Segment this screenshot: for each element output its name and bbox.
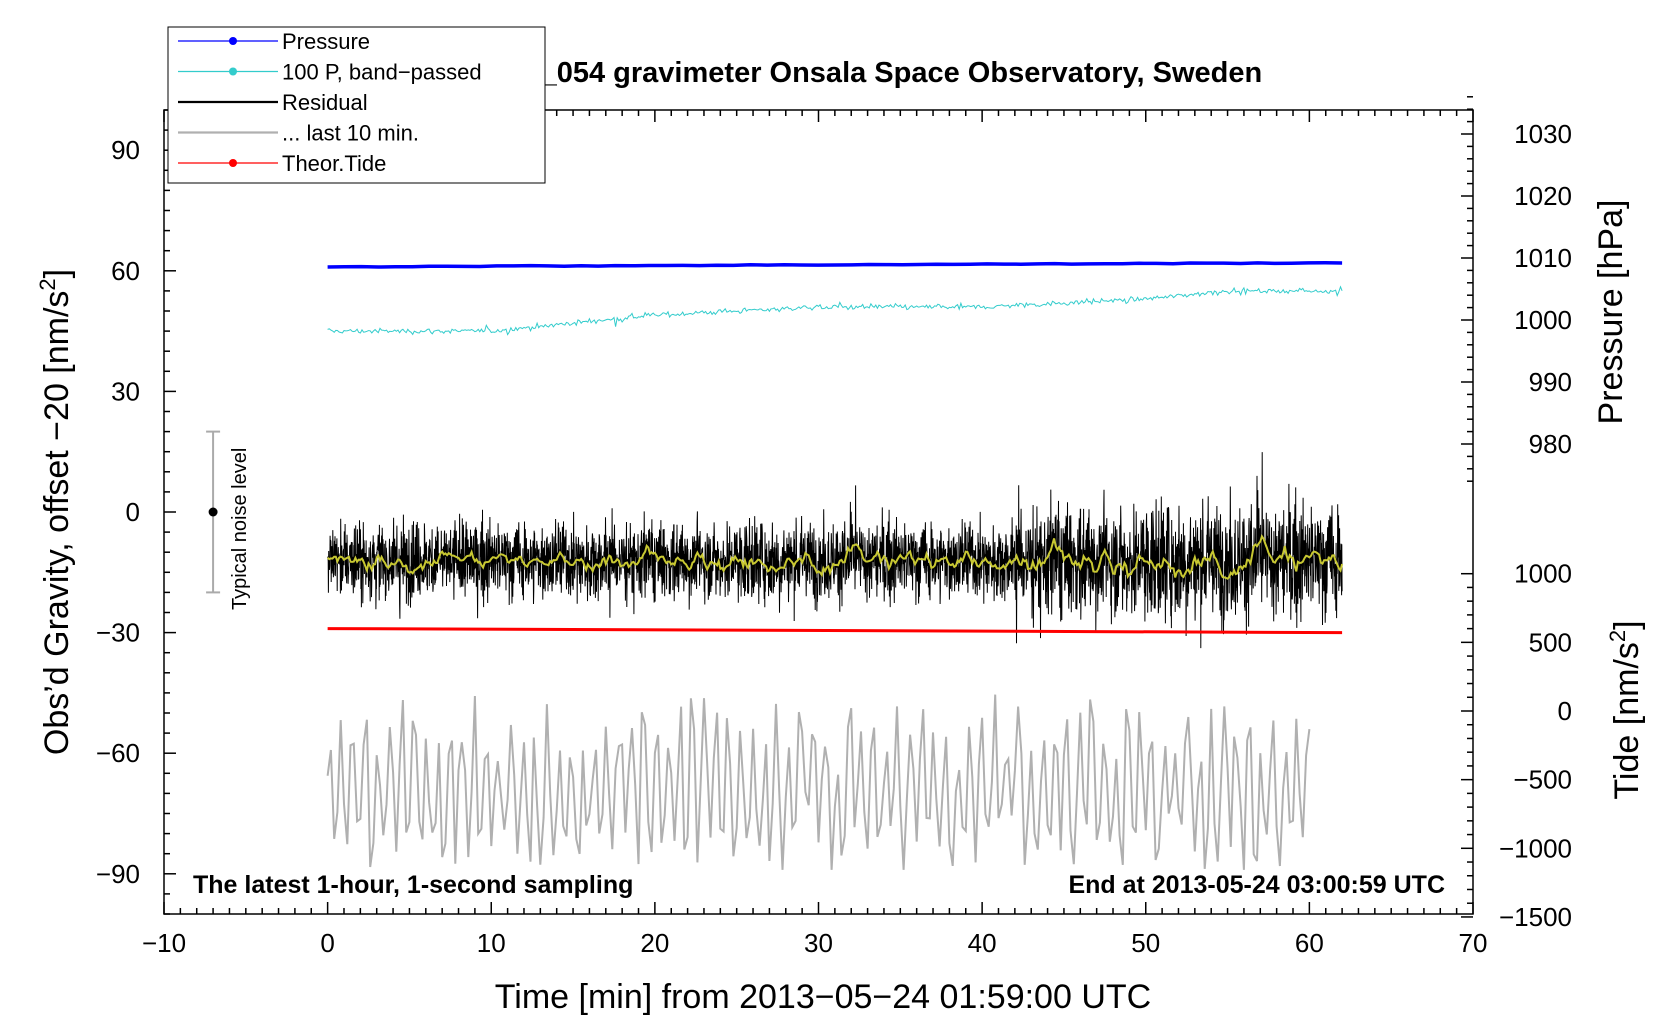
tide-tick-labels: −1500 −1000 −500 0 500 1000 bbox=[1499, 559, 1572, 932]
noise-level-indicator bbox=[206, 430, 221, 594]
legend-marker bbox=[229, 37, 237, 45]
x-tick-label: 70 bbox=[1459, 928, 1488, 958]
y-tick-label: 0 bbox=[126, 497, 140, 527]
y-axis-label-left-close: ] bbox=[38, 269, 76, 278]
y-tick-label: 60 bbox=[111, 256, 140, 286]
series-layer bbox=[326, 261, 1344, 870]
tide-tick-label: −500 bbox=[1513, 765, 1572, 795]
series-residual bbox=[327, 452, 1343, 649]
tide-tick-label: −1000 bbox=[1499, 833, 1572, 863]
y-tick-label: 30 bbox=[111, 376, 140, 406]
plot-frame bbox=[163, 109, 1474, 915]
y-axis-label-tide-sup: 2 bbox=[1605, 630, 1630, 642]
legend-box bbox=[167, 26, 546, 184]
x-tick-label: 60 bbox=[1295, 928, 1324, 958]
x-tick-labels: −10 0 10 20 30 40 50 60 70 bbox=[142, 928, 1488, 958]
noise-label: Typical noise level bbox=[229, 448, 251, 610]
pressure-tick-label: 1000 bbox=[1514, 305, 1572, 335]
y-axis-label-pressure: Pressure [hPa] bbox=[1592, 200, 1630, 425]
x-tick-label: −10 bbox=[142, 928, 186, 958]
y-axis-label-tide-main: Tide [nm/s bbox=[1608, 642, 1646, 799]
pressure-tick-label: 990 bbox=[1529, 367, 1572, 397]
y-axis-label-left-sup: 2 bbox=[35, 278, 60, 290]
legend-label: Theor.Tide bbox=[282, 151, 386, 176]
pressure-tick-label: 1030 bbox=[1514, 119, 1572, 149]
x-tick-label: 10 bbox=[477, 928, 506, 958]
tide-tick-label: 1000 bbox=[1514, 559, 1572, 589]
legend-marker bbox=[229, 159, 237, 167]
pressure-tick-labels: 980 990 1000 1010 1020 1030 bbox=[1514, 119, 1572, 459]
x-tick-label: 50 bbox=[1131, 928, 1160, 958]
x-tick-label: 20 bbox=[640, 928, 669, 958]
y-tick-label: −30 bbox=[96, 618, 140, 648]
pressure-tick-label: 1020 bbox=[1514, 181, 1572, 211]
x-axis-label: Time [min] from 2013−05−24 01:59:00 UTC bbox=[495, 978, 1151, 1016]
legend-label: ... last 10 min. bbox=[282, 121, 419, 146]
pressure-tick-label: 1010 bbox=[1514, 243, 1572, 273]
legend-marker bbox=[229, 67, 237, 76]
y-tick-label: −90 bbox=[96, 859, 140, 889]
y-tick-label: 90 bbox=[111, 135, 140, 165]
y-axis-label-left: Obs’d Gravity, offset −20 [nm/s2] bbox=[35, 269, 76, 755]
corner-label-left: The latest 1-hour, 1-second sampling bbox=[193, 871, 633, 899]
pressure-tick-label: 980 bbox=[1529, 429, 1572, 459]
legend-label: Pressure bbox=[282, 29, 370, 54]
series-last-10-min bbox=[326, 694, 1311, 870]
x-tick-label: 30 bbox=[804, 928, 833, 958]
axis-ticks bbox=[163, 96, 1474, 918]
legend-label: 100 P, band−passed bbox=[282, 60, 482, 85]
y-tick-labels: −90 −60 −30 0 30 60 90 bbox=[96, 135, 140, 889]
legend-label: Residual bbox=[282, 90, 368, 115]
series-pressure-bandpassed bbox=[327, 285, 1343, 336]
series-pressure bbox=[327, 261, 1343, 269]
series-residual-smoothed bbox=[326, 534, 1344, 580]
y-axis-label-tide: Tide [nm/s2] bbox=[1605, 620, 1646, 799]
y-axis-label-tide-close: ] bbox=[1608, 620, 1646, 629]
y-tick-label: −60 bbox=[96, 738, 140, 768]
x-tick-label: 40 bbox=[968, 928, 997, 958]
legend: Pressure 100 P, band−passed Residual ... la… bbox=[167, 26, 546, 184]
corner-label-right: End at 2013-05-24 03:00:59 UTC bbox=[1068, 871, 1445, 899]
tide-tick-label: 500 bbox=[1529, 627, 1572, 657]
tide-tick-label: 0 bbox=[1558, 696, 1572, 726]
x-tick-label: 0 bbox=[320, 928, 334, 958]
series-theoretical-tide bbox=[327, 627, 1343, 635]
y-axis-label-left-main: Obs’d Gravity, offset −20 [nm/s bbox=[38, 291, 76, 756]
tide-tick-label: −1500 bbox=[1499, 902, 1572, 932]
chart-title: SCG_054 gravimeter Onsala Space Observat… bbox=[478, 57, 1262, 89]
noise-bar-center-dot bbox=[208, 507, 218, 517]
